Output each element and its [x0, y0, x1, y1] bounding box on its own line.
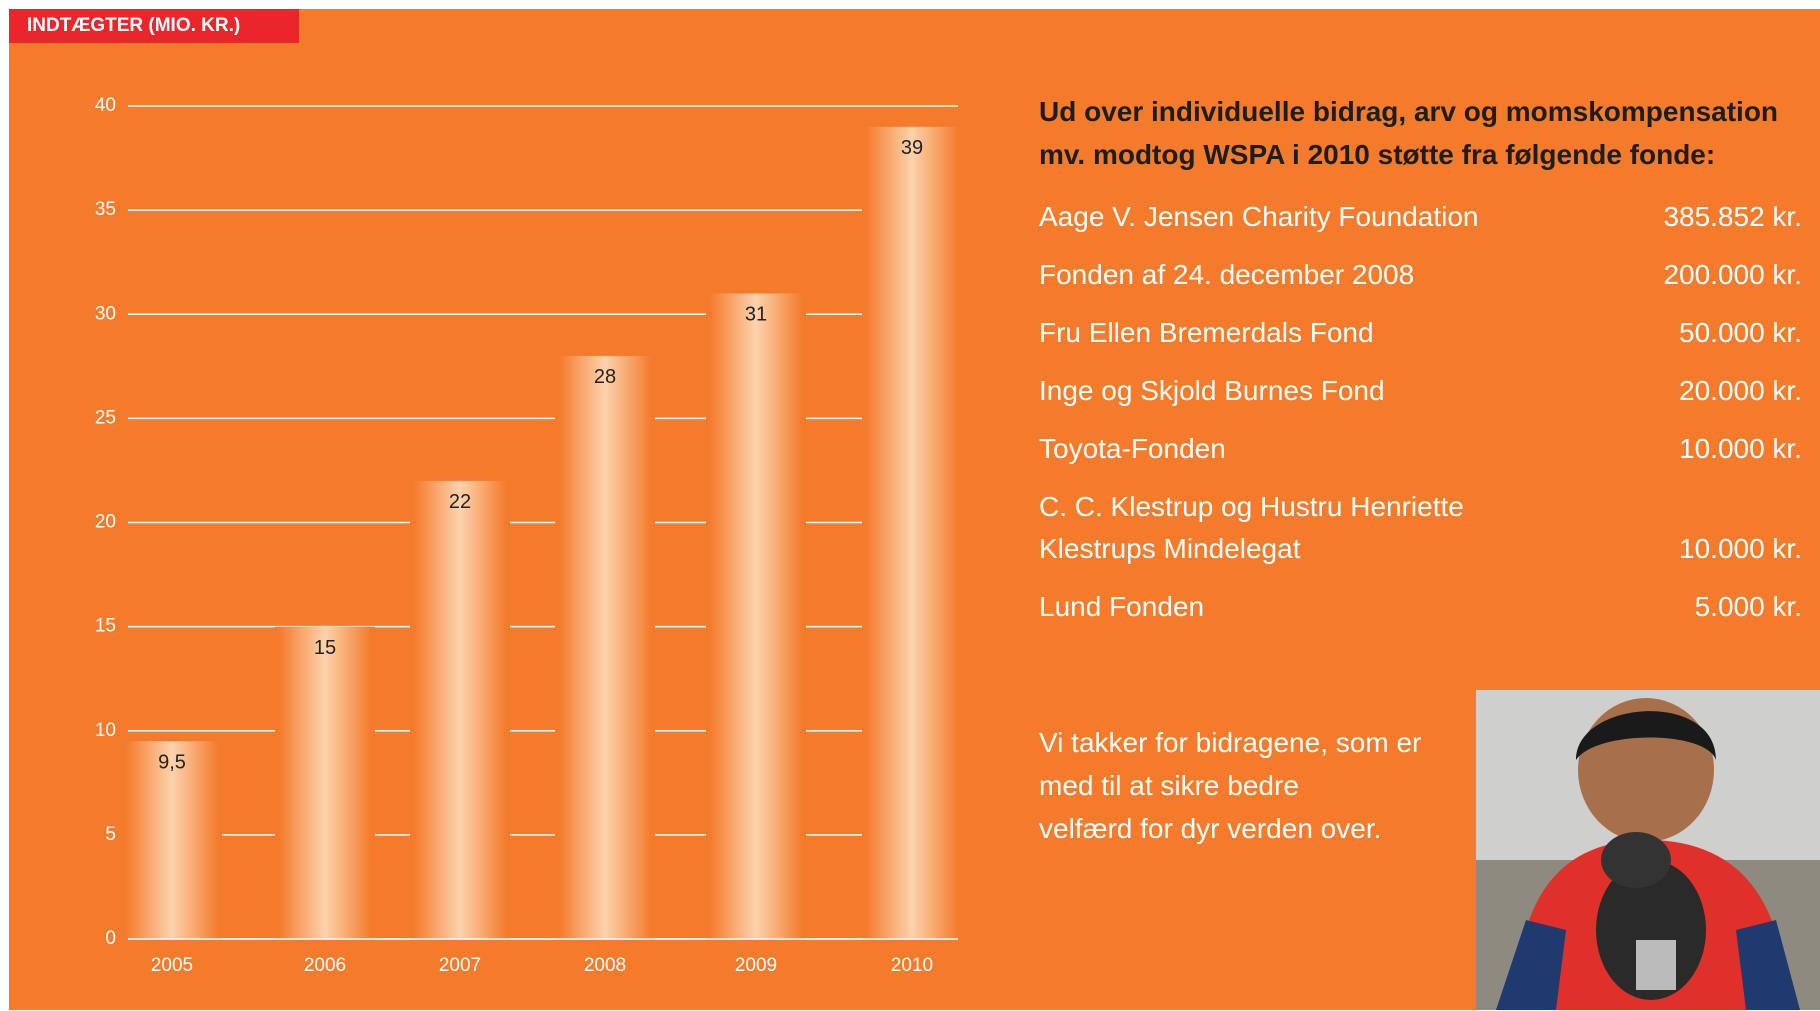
y-tick-label: 25: [95, 407, 116, 428]
funds: Aage V. Jensen Charity Foundation 385.852…: [1039, 196, 1802, 628]
fund-name: C. C. Klestrup og Hustru Henriette Klest…: [1039, 486, 1509, 570]
x-tick-label: 2008: [584, 955, 626, 976]
fund-row: Lund Fonden 5.000 kr.: [1039, 586, 1802, 628]
y-tick-label: 0: [105, 928, 116, 949]
value-label: 22: [449, 491, 471, 513]
x-tick-label: 2007: [439, 955, 481, 976]
y-tick-label: 35: [95, 199, 116, 220]
value-label: 15: [314, 637, 336, 659]
heading: Ud over individuelle bidrag, arv og moms…: [1039, 90, 1802, 176]
value-label: 31: [745, 304, 767, 326]
photo: [1476, 690, 1820, 1010]
fund-name: Fonden af 24. december 2008: [1039, 254, 1414, 296]
fund-row: Fru Ellen Bremerdals Fond 50.000 kr.: [1039, 312, 1802, 354]
bar: [279, 627, 371, 939]
fund-amount: 20.000 kr.: [1679, 370, 1802, 412]
fund-amount: 5.000 kr.: [1695, 586, 1802, 628]
value-label: 39: [901, 137, 923, 159]
value-label: 9,5: [158, 751, 186, 773]
bar: [866, 127, 958, 939]
fund-row: Inge og Skjold Burnes Fond 20.000 kr.: [1039, 370, 1802, 412]
y-tick-label: 15: [95, 616, 116, 637]
x-tick-label: 2010: [891, 955, 933, 976]
fund-amount: 10.000 kr.: [1679, 528, 1802, 570]
fund-row: C. C. Klestrup og Hustru Henriette Klest…: [1039, 486, 1802, 570]
fund-name: Lund Fonden: [1039, 586, 1204, 628]
y-tick-label: 10: [95, 720, 116, 741]
value-label: 28: [594, 366, 616, 388]
fund-name: Aage V. Jensen Charity Foundation: [1039, 196, 1478, 238]
bar: [414, 481, 506, 939]
thanks-line: velfærd for dyr verden over.: [1039, 807, 1421, 850]
fund-row: Fonden af 24. december 2008 200.000 kr.: [1039, 254, 1802, 296]
fund-row: Toyota-Fonden 10.000 kr.: [1039, 428, 1802, 470]
x-tick-label: 2005: [151, 955, 193, 976]
fund-name: Inge og Skjold Burnes Fond: [1039, 370, 1385, 412]
y-tick-label: 20: [95, 512, 116, 533]
thanks-line: Vi takker for bidragene, som er: [1039, 721, 1421, 764]
fund-amount: 10.000 kr.: [1679, 428, 1802, 470]
y-tick-label: 5: [105, 824, 116, 845]
bar: [710, 293, 802, 939]
fund-amount: 50.000 kr.: [1679, 312, 1802, 354]
fund-amount: 200.000 kr.: [1663, 254, 1802, 296]
x-tick-label: 2006: [304, 955, 346, 976]
bar: [559, 356, 651, 939]
x-tick-label: 2009: [735, 955, 777, 976]
thanks-line: med til at sikre bedre: [1039, 764, 1421, 807]
y-tick-label: 40: [95, 95, 116, 116]
fund-amount: 385.852 kr.: [1663, 196, 1802, 238]
y-tick-label: 30: [95, 303, 116, 324]
fund-name: Fru Ellen Bremerdals Fond: [1039, 312, 1374, 354]
fund-name: Toyota-Fonden: [1039, 428, 1226, 470]
fund-list: Ud over individuelle bidrag, arv og moms…: [1039, 90, 1802, 644]
page: INDTÆGTER (MIO. KR.) 0510152025303540200…: [0, 0, 1820, 1011]
fund-row: Aage V. Jensen Charity Foundation 385.852…: [1039, 196, 1802, 238]
chart: 0 5 10 15 20 25 30 35 40 2005 9,5 2006 15 2007 22 2008 2…: [0, 0, 1000, 1011]
